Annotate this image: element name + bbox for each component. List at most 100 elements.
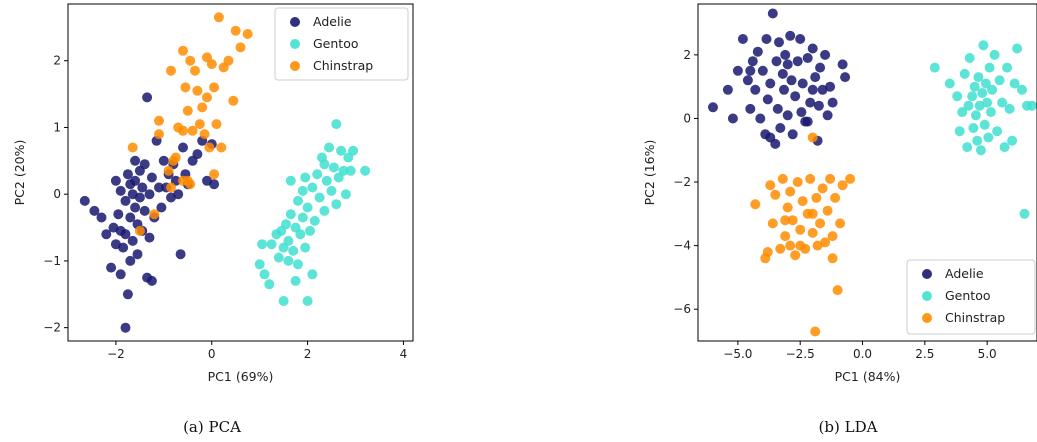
lda-point-chinstrap [835, 218, 846, 229]
lda-point-chinstrap [782, 202, 793, 213]
lda-axes-frame [697, 3, 1037, 342]
lda-legend-label: Chinstrap [945, 310, 1005, 325]
pca-series-gentoo [254, 119, 371, 306]
pca-point-adelie [106, 262, 117, 273]
pca-point-adelie [110, 239, 121, 250]
lda-point-adelie [787, 129, 798, 140]
lda-legend: Adelie Gentoo Chinstrap [906, 259, 1036, 335]
lda-legend-marker [922, 269, 932, 279]
lda-point-adelie [817, 84, 828, 95]
pca-point-adelie [115, 225, 126, 236]
lda-point-chinstrap [770, 189, 781, 200]
lda-point-chinstrap [785, 240, 796, 251]
lda-y-tick-label: 2 [683, 48, 691, 62]
lda-point-gentoo [989, 49, 1000, 60]
lda-point-adelie [727, 113, 738, 124]
pca-point-adelie [130, 202, 141, 213]
lda-point-chinstrap [762, 247, 773, 257]
pca-x-tick-label: 4 [400, 347, 408, 361]
pca-point-gentoo [278, 296, 289, 306]
pca-x-tick-label: 0 [208, 347, 216, 361]
pca-point-gentoo [340, 189, 351, 200]
lda-point-adelie [786, 75, 797, 86]
pca-point-gentoo [336, 145, 347, 156]
pca-point-chinstrap [213, 12, 224, 23]
pca-x-ticks: −2 0 2 4 [107, 341, 407, 361]
pca-point-adelie [134, 192, 145, 203]
lda-point-chinstrap [820, 237, 831, 248]
pca-point-chinstrap [235, 42, 246, 53]
pca-point-chinstrap [187, 125, 198, 136]
pca-point-adelie [96, 212, 107, 223]
pca-point-adelie [125, 212, 136, 223]
lda-point-gentoo [980, 78, 991, 89]
lda-point-chinstrap [817, 183, 828, 194]
lda-point-gentoo [952, 91, 963, 102]
lda-point-gentoo [1004, 103, 1015, 114]
lda-point-chinstrap [792, 177, 803, 187]
lda-x-tick-label: −5.0 [723, 347, 752, 361]
lda-point-chinstrap [797, 196, 808, 207]
pca-point-gentoo [300, 172, 311, 183]
pca-point-adelie [125, 255, 136, 266]
lda-point-adelie [822, 110, 833, 121]
pca-point-chinstrap [163, 165, 174, 176]
lda-point-chinstrap [827, 231, 838, 242]
lda-point-adelie [762, 94, 773, 105]
pca-point-gentoo [290, 275, 301, 286]
pca-point-gentoo [307, 182, 318, 193]
lda-point-gentoo [982, 97, 993, 108]
lda-x-tick-label: −2.5 [786, 347, 815, 361]
lda-series-adelie [708, 8, 851, 149]
lda-caption: (b) LDA [819, 418, 878, 436]
lda-point-gentoo [1002, 62, 1013, 73]
pca-point-chinstrap [202, 92, 212, 103]
lda-point-gentoo [972, 135, 983, 146]
pca-point-adelie [79, 195, 90, 206]
pca-points [79, 12, 371, 333]
pca-series-chinstrap [127, 12, 253, 236]
lda-point-gentoo [973, 72, 984, 83]
lda-point-chinstrap [837, 180, 848, 191]
pca-point-adelie [154, 182, 164, 193]
lda-point-gentoo [983, 132, 994, 143]
pca-point-gentoo [288, 245, 299, 256]
lda-y-tick-label: −4 [673, 239, 691, 253]
pca-legend-label: Adelie [313, 14, 352, 29]
pca-point-adelie [178, 142, 188, 153]
pca-point-gentoo [297, 212, 308, 223]
pca-point-chinstrap [134, 225, 145, 236]
pca-legend-label: Chinstrap [313, 58, 373, 73]
pca-point-gentoo [285, 175, 296, 186]
lda-point-chinstrap [825, 173, 836, 184]
pca-point-gentoo [321, 175, 332, 186]
pca-point-adelie [113, 209, 124, 220]
lda-y-tick-label: −2 [673, 175, 691, 189]
pca-point-chinstrap [182, 175, 193, 186]
lda-point-chinstrap [810, 326, 821, 337]
pca-point-gentoo [312, 169, 323, 180]
pca-point-chinstrap [166, 182, 176, 193]
lda-point-gentoo [944, 78, 955, 89]
pca-point-gentoo [326, 185, 337, 196]
pca-point-gentoo [302, 202, 313, 213]
pca-point-gentoo [328, 162, 339, 173]
lda-y-tick-label: 0 [683, 111, 691, 125]
lda-point-gentoo [979, 119, 990, 130]
lda-point-gentoo [962, 142, 973, 153]
lda-point-adelie [813, 100, 824, 111]
pca-point-adelie [120, 322, 131, 333]
pca-point-gentoo [254, 259, 265, 270]
pca-point-gentoo [264, 279, 275, 290]
lda-point-gentoo [1012, 43, 1023, 54]
pca-point-gentoo [305, 225, 315, 236]
lda-point-gentoo [1007, 135, 1018, 146]
lda-legend-label: Adelie [945, 266, 984, 281]
lda-point-adelie [742, 75, 753, 86]
pca-point-chinstrap [204, 142, 215, 153]
pca-point-chinstrap [127, 142, 138, 153]
lda-point-chinstrap [805, 173, 816, 184]
pca-point-gentoo [257, 239, 268, 250]
lda-legend-label: Gentoo [945, 288, 991, 303]
